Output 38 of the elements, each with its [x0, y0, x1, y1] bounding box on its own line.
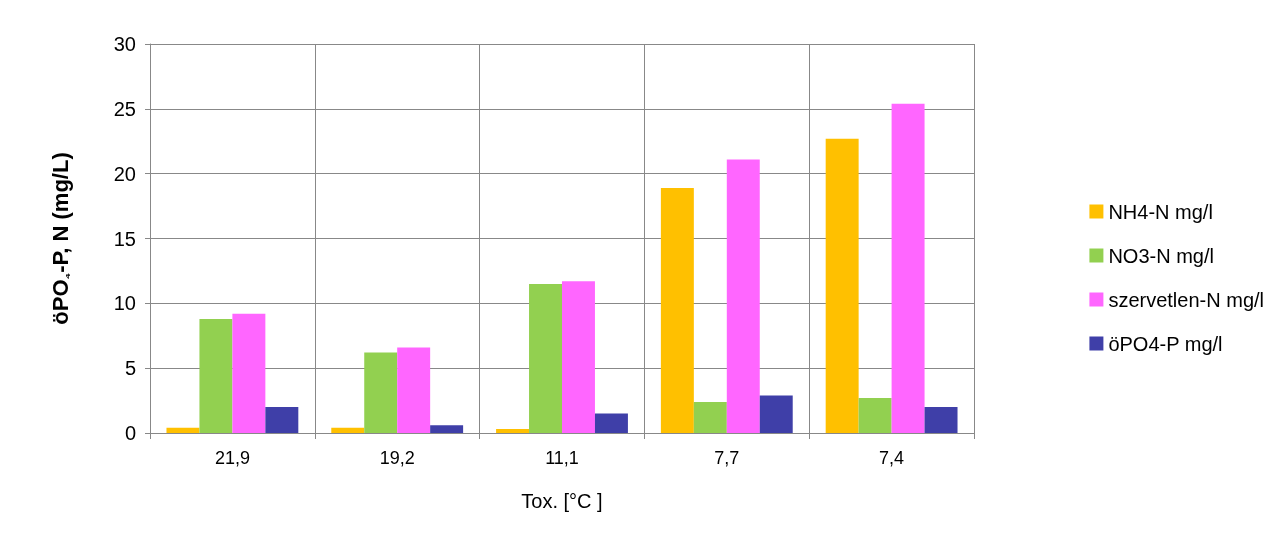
x-tick-label: 19,2	[379, 448, 415, 468]
y-tick-label: 15	[113, 227, 136, 250]
y-tick-label: 10	[113, 292, 136, 315]
bar	[397, 347, 431, 433]
x-tick-label: 7,4	[879, 448, 905, 468]
bar	[430, 425, 464, 433]
bar	[496, 429, 530, 433]
legend-label: NO3-N mg/l	[1108, 244, 1214, 267]
bar	[594, 413, 628, 433]
legend-label: szervetlen-N mg/l	[1108, 288, 1265, 311]
bar	[364, 352, 398, 433]
legend-label: öPO4-P mg/l	[1108, 332, 1223, 355]
y-tick-label: 30	[113, 33, 136, 55]
bar	[331, 427, 365, 433]
legend-label: NH4-N mg/l	[1108, 200, 1213, 223]
y-tick-label: 25	[113, 97, 136, 120]
x-tick-label: 21,9	[214, 448, 250, 468]
bar	[924, 407, 958, 433]
bar	[693, 401, 727, 433]
bar	[759, 395, 793, 433]
bar	[660, 187, 694, 433]
y-tick-label: 20	[113, 162, 136, 185]
bar	[232, 313, 266, 433]
bar	[726, 159, 760, 433]
bar	[825, 138, 859, 433]
bar	[199, 318, 233, 433]
y-tick-label: 5	[124, 357, 136, 380]
x-tick-label: 7,7	[714, 448, 740, 468]
bar	[562, 281, 595, 433]
x-tick-label: 11,1	[545, 448, 579, 468]
y-axis-title: öPO₄-P, N (mg/L)	[47, 152, 73, 325]
bar	[891, 103, 925, 433]
x-axis-title: Tox. [°C ]	[521, 490, 603, 512]
bar	[265, 407, 299, 433]
bar	[529, 283, 562, 433]
y-tick-label: 0	[124, 422, 136, 444]
bar	[166, 427, 200, 433]
bar	[858, 397, 892, 433]
